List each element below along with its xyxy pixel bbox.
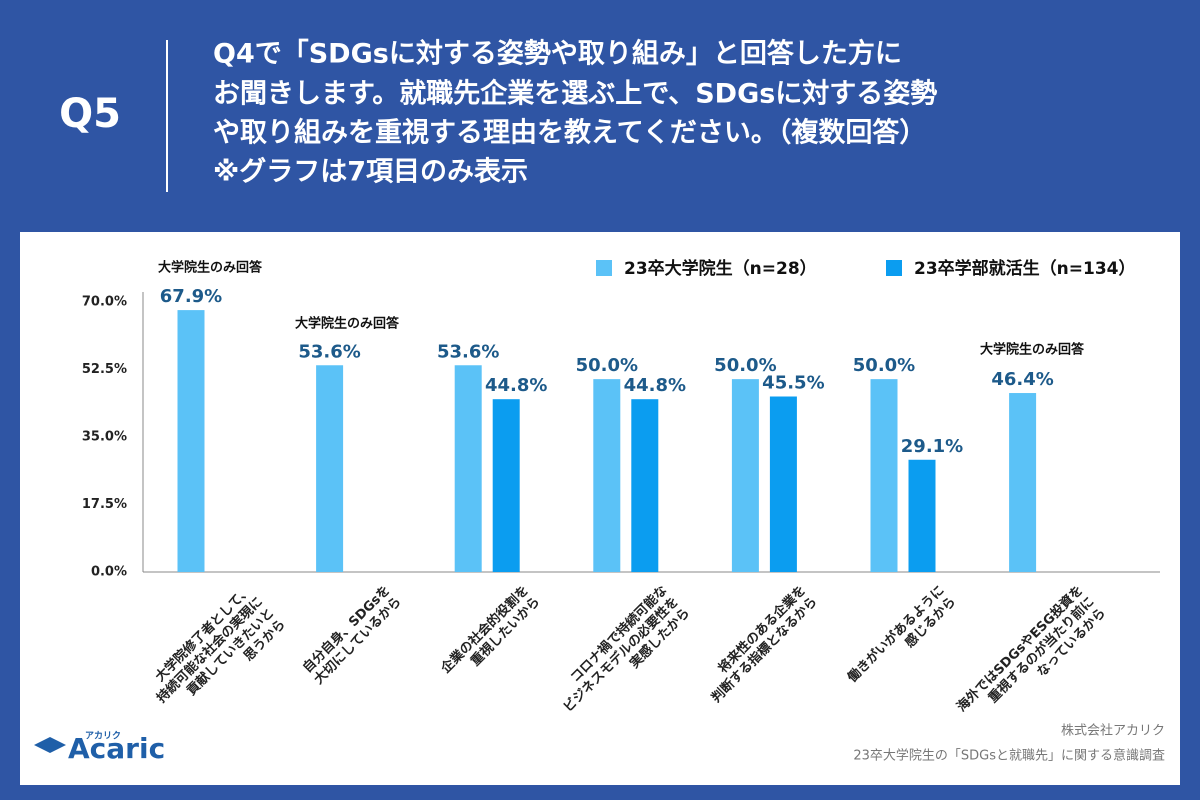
bar: [593, 379, 621, 572]
company: 株式会社アカリク: [1061, 723, 1165, 739]
y-tick-label: 17.5%: [82, 497, 127, 512]
y-tick-label: 52.5%: [82, 362, 127, 377]
question-line: や取り組みを重視する理由を教えてください。（複数回答）: [213, 117, 926, 149]
question-line: お聞きします。就職先企業を選ぶ上で、SDGsに対する姿勢: [213, 78, 937, 110]
y-tick-label: 35.0%: [82, 430, 127, 445]
question: Q4で「SDGsに対する姿勢や取り組み」と回答した方に お聞きします。就職先企業…: [213, 38, 937, 188]
annotation: 大学院生のみ回答: [295, 316, 400, 332]
bar: [870, 379, 898, 572]
question-line: Q4で「SDGsに対する姿勢や取り組み」と回答した方に: [213, 38, 902, 70]
y-tick-label: 70.0%: [82, 295, 127, 310]
annotation: 大学院生のみ回答: [980, 342, 1085, 358]
bar: [454, 365, 482, 572]
annotation: 大学院生のみ回答: [158, 260, 263, 276]
bar: [908, 459, 936, 572]
bar: [177, 310, 205, 572]
value-label: 50.0%: [714, 355, 776, 376]
legend-swatch: [596, 260, 612, 276]
value-label: 67.9%: [160, 286, 222, 307]
question-line: ※グラフは7項目のみ表示: [213, 156, 528, 188]
value-label: 46.4%: [991, 369, 1053, 390]
question-label: Q5: [59, 91, 121, 137]
bar: [731, 379, 759, 572]
value-label: 50.0%: [576, 355, 638, 376]
legend-label: 23卒大学院生（n=28）: [624, 258, 817, 279]
value-label: 50.0%: [853, 355, 915, 376]
value-label: 53.6%: [298, 341, 360, 362]
logo-kana: アカリク: [85, 731, 121, 742]
legend-swatch: [886, 260, 902, 276]
legend-label: 23卒学部就活生（n=134）: [914, 258, 1136, 279]
value-label: 53.6%: [437, 341, 499, 362]
logo: Acaric: [68, 732, 165, 765]
value-label: 44.8%: [624, 375, 686, 396]
bar: [316, 365, 344, 572]
logo-icon: [34, 737, 66, 753]
value-label: 45.5%: [762, 373, 824, 394]
bar: [631, 399, 659, 572]
bar: [492, 399, 520, 572]
bar: [1009, 393, 1037, 572]
value-label: 44.8%: [485, 375, 547, 396]
survey: 23卒大学院生の「SDGsと就職先」に関する意識調査: [853, 748, 1165, 764]
value-label: 29.1%: [901, 436, 963, 457]
bar: [769, 396, 797, 572]
y-tick-label: 0.0%: [91, 565, 127, 580]
